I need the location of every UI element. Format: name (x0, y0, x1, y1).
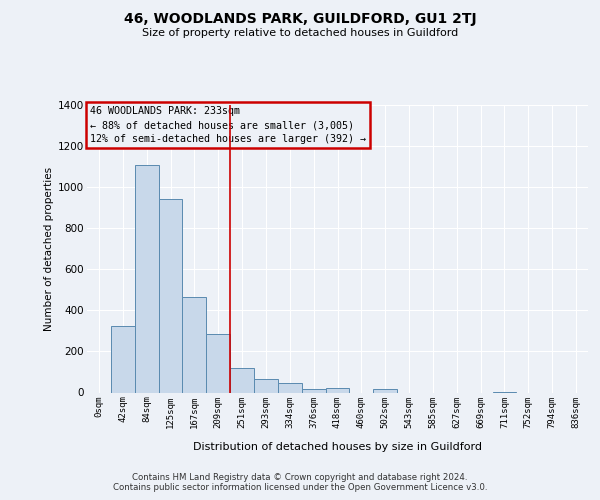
Text: 46 WOODLANDS PARK: 233sqm
← 88% of detached houses are smaller (3,005)
12% of se: 46 WOODLANDS PARK: 233sqm ← 88% of detac… (89, 106, 365, 144)
Text: Contains HM Land Registry data © Crown copyright and database right 2024.: Contains HM Land Registry data © Crown c… (132, 472, 468, 482)
Bar (230, 368, 254, 392)
Y-axis label: Number of detached properties: Number of detached properties (44, 166, 54, 331)
Bar (326, 388, 349, 392)
Text: Size of property relative to detached houses in Guildford: Size of property relative to detached ho… (142, 28, 458, 38)
Bar (206, 334, 230, 392)
Bar (254, 378, 278, 392)
Bar (278, 384, 302, 392)
Bar (135, 164, 158, 392)
Text: Distribution of detached houses by size in Guildford: Distribution of detached houses by size … (193, 442, 482, 452)
Text: Contains public sector information licensed under the Open Government Licence v3: Contains public sector information licen… (113, 484, 487, 492)
Text: 46, WOODLANDS PARK, GUILDFORD, GU1 2TJ: 46, WOODLANDS PARK, GUILDFORD, GU1 2TJ (124, 12, 476, 26)
Bar (182, 297, 206, 392)
Bar (158, 200, 182, 392)
Bar (111, 326, 135, 392)
Bar (373, 390, 397, 392)
Bar (302, 389, 326, 392)
